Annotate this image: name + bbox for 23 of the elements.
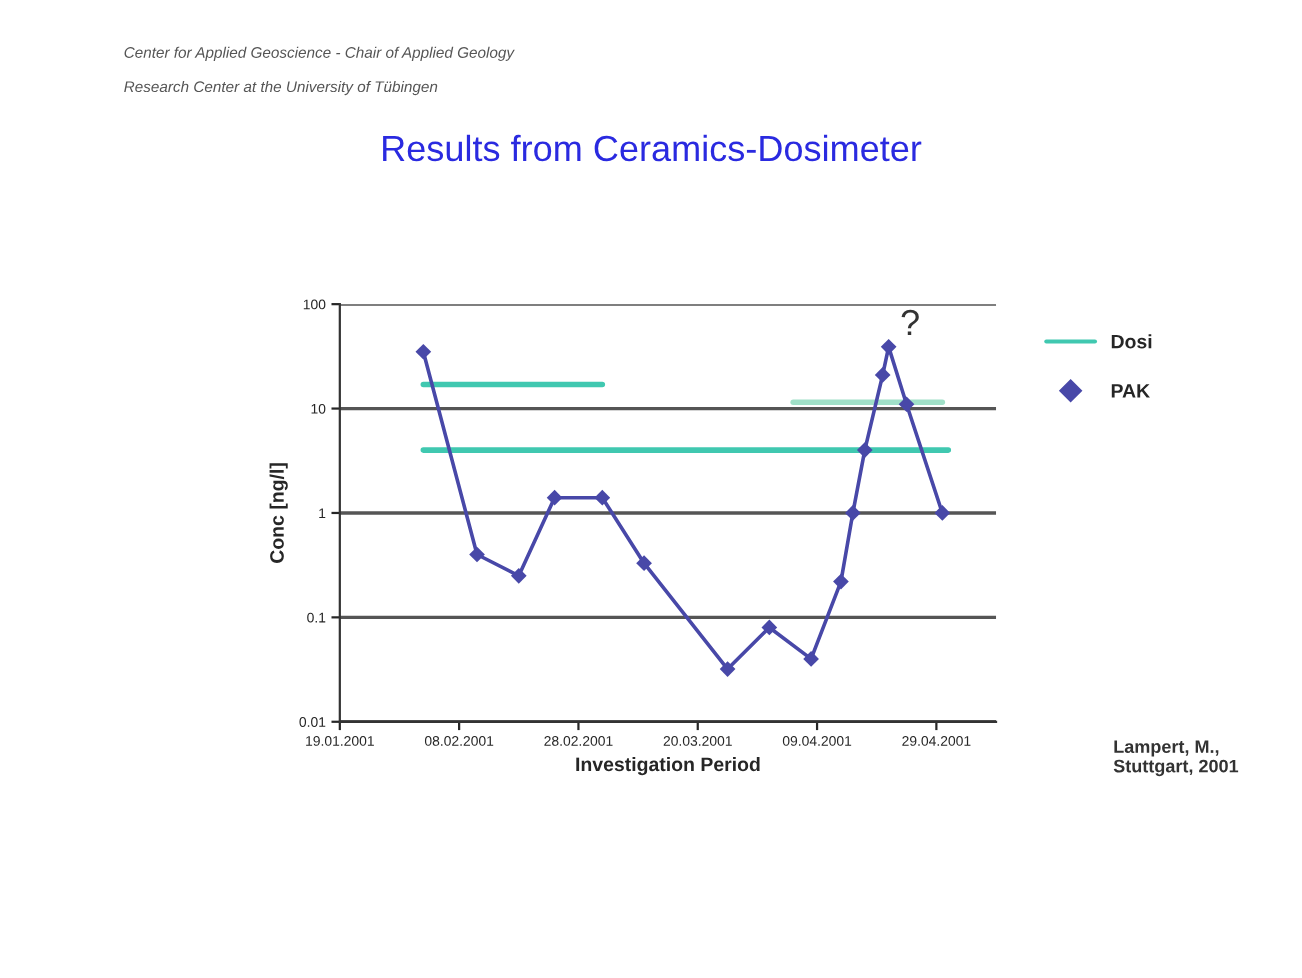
point (415, 343, 432, 360)
point (510, 567, 527, 584)
point (546, 489, 563, 506)
point (934, 505, 951, 521)
point (856, 442, 873, 458)
point (898, 396, 915, 413)
chart-title: Results from Ceramics-Dosimeter (383, 134, 922, 162)
text: Lampert, M., Stuttgart, 2001 (1113, 740, 1239, 777)
point (761, 619, 778, 636)
point (874, 367, 891, 383)
point (469, 546, 485, 563)
point (833, 573, 849, 590)
point (594, 489, 611, 506)
annotation: ? (901, 309, 919, 336)
point (845, 505, 861, 521)
point (803, 651, 819, 667)
legend-label: PAK (1111, 384, 1150, 398)
point (636, 555, 652, 572)
point (880, 339, 897, 355)
y-axis-title: Conc [ng/l] (269, 463, 288, 563)
x-axis-title: Investigation Period (576, 756, 760, 776)
legend-label: Dosi (1111, 334, 1152, 349)
point (719, 661, 736, 677)
